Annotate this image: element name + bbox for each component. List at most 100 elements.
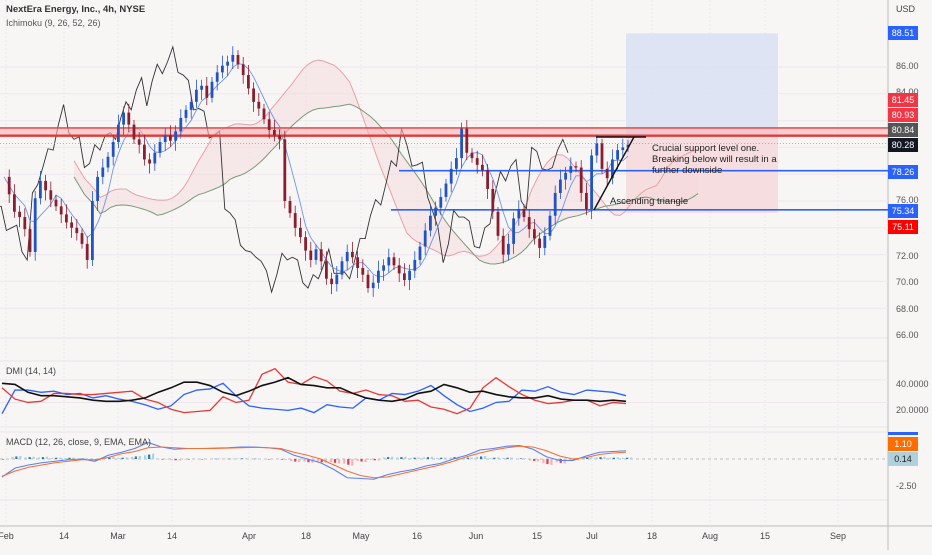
price-tag: 75.11 [888, 220, 918, 234]
candle [190, 102, 193, 110]
candle [231, 55, 234, 62]
candle [117, 125, 120, 142]
candle [580, 168, 583, 193]
candle [247, 75, 250, 88]
macd-tag: 1.10 [888, 437, 918, 451]
candle [367, 275, 370, 288]
candle [273, 130, 276, 135]
candle [481, 165, 484, 170]
candle [18, 212, 21, 217]
dmi-tick: 40.0000 [896, 379, 929, 389]
time-tick: Aug [702, 531, 718, 541]
time-tick: Apr [242, 531, 256, 541]
candle [351, 252, 354, 257]
candle [424, 230, 427, 246]
candle [242, 64, 245, 75]
candle [299, 228, 302, 237]
price-tick: 72.00 [896, 251, 919, 261]
time-tick: 15 [532, 531, 542, 541]
price-tick: 70.00 [896, 277, 919, 287]
candle [237, 55, 240, 64]
candle [585, 193, 588, 209]
time-tick: 14 [167, 531, 177, 541]
candle [330, 279, 333, 284]
target-zone [626, 33, 778, 136]
price-tick: 66.00 [896, 330, 919, 340]
time-tick: Feb [0, 531, 14, 541]
candle [60, 206, 63, 214]
candle [398, 265, 401, 273]
candle [185, 110, 188, 118]
symbol-title[interactable]: NextEra Energy, Inc., 4h, NYSE [6, 4, 145, 15]
candle [559, 180, 562, 193]
time-tick: 18 [301, 531, 311, 541]
candle [200, 86, 203, 90]
candle [294, 213, 297, 228]
candle [393, 257, 396, 265]
candle [195, 90, 198, 102]
candle [497, 212, 500, 236]
time-tick: 14 [59, 531, 69, 541]
candle [419, 247, 422, 260]
time-tick: 15 [760, 531, 770, 541]
candle [533, 229, 536, 238]
dmi-tick: 20.0000 [896, 405, 929, 415]
candle [315, 249, 318, 260]
candle [257, 102, 260, 109]
candle [127, 113, 130, 125]
candle [569, 166, 572, 173]
candle [445, 184, 448, 197]
candle [554, 193, 557, 216]
candle [491, 189, 494, 212]
macd-legend[interactable]: MACD (12, 26, close, 9, EMA, EMA) [6, 437, 151, 447]
candle [133, 125, 136, 140]
price-tag: 75.34 [888, 204, 918, 218]
candle [70, 222, 73, 227]
dmi-legend[interactable]: DMI (14, 14) [6, 366, 56, 376]
candle [122, 113, 125, 125]
price-tag: 80.93 [888, 108, 918, 122]
candle [372, 283, 375, 288]
candle [361, 268, 364, 275]
candle [205, 86, 208, 98]
candle [408, 271, 411, 280]
candle [507, 244, 510, 255]
candle [341, 261, 344, 274]
macd-tag: 0.14 [888, 452, 918, 466]
ichimoku-legend[interactable]: Ichimoku (9, 26, 52, 26) [6, 18, 101, 28]
candle [346, 252, 349, 261]
candle [13, 194, 16, 211]
candle [81, 233, 84, 244]
candle [476, 158, 479, 165]
candle [517, 209, 520, 218]
candle [320, 249, 323, 261]
candle [278, 135, 281, 139]
candle [8, 177, 11, 194]
candle [601, 143, 604, 168]
candle [164, 135, 167, 142]
candle [283, 139, 286, 201]
support-note-line-3: further downside [652, 165, 722, 176]
price-tag: 88.51 [888, 26, 918, 40]
time-tick: May [352, 531, 369, 541]
price-tag: 81.45 [888, 93, 918, 107]
candle [471, 153, 474, 158]
time-tick: Jun [469, 531, 484, 541]
candle [91, 201, 94, 260]
candle [403, 273, 406, 280]
candle [86, 244, 89, 260]
price-tick: 68.00 [896, 304, 919, 314]
candle [377, 271, 380, 283]
price-tag: 80.28 [888, 138, 918, 152]
candle [595, 143, 598, 155]
candle [460, 129, 463, 158]
candle [575, 166, 578, 167]
candle [101, 168, 104, 177]
candle [413, 260, 416, 271]
candle [49, 190, 52, 199]
candle [107, 157, 110, 168]
candle [309, 251, 312, 260]
time-tick: 18 [647, 531, 657, 541]
